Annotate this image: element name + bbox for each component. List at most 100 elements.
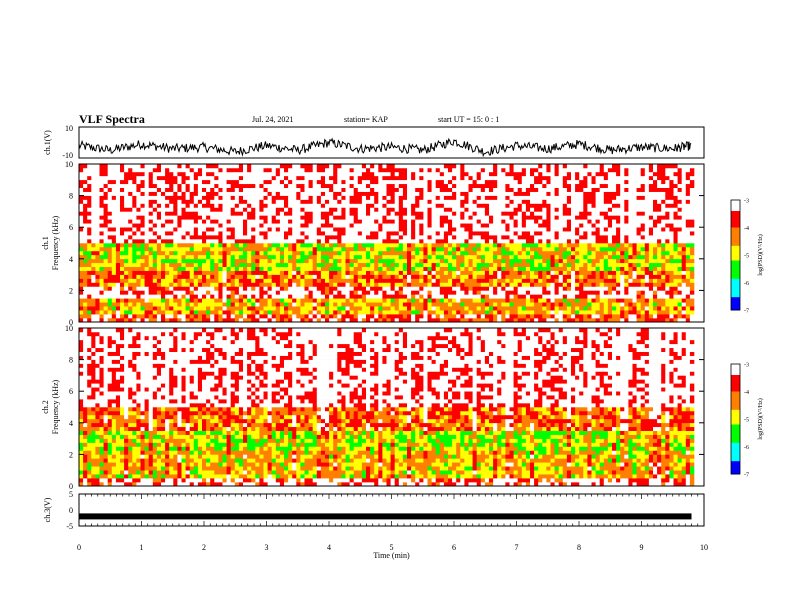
ch1-spectrogram-cell <box>83 179 88 185</box>
ch1-spectrogram-cell <box>542 199 547 204</box>
ch1-spectrogram-cell <box>304 286 309 291</box>
ch1-spectrogram-cell <box>115 235 121 240</box>
ch1-spectrogram-cell <box>374 203 379 208</box>
ch1-spectrogram-cell <box>173 270 178 275</box>
ch1-spectrogram-cell <box>161 302 166 307</box>
ch1-spectrogram-cell <box>169 314 174 319</box>
ch1-spectrogram-cell <box>493 203 498 208</box>
ch1-spectrogram-cell <box>247 262 252 267</box>
ch1-spectrogram-cell <box>583 314 588 319</box>
ch1-spectrogram-cell <box>435 243 441 248</box>
ch1-spectrogram-cell <box>284 306 289 311</box>
ch1-spectrogram-cell <box>230 171 236 177</box>
ch1-spectrogram-cell <box>218 286 223 291</box>
ch1-spectrogram-cell <box>320 243 326 248</box>
ch1-spectrogram-cell <box>193 270 199 275</box>
ch1-spectrogram-cell <box>554 179 559 185</box>
ch1-spectrogram-cell <box>275 211 281 216</box>
ch1-spectrogram-cell <box>156 199 162 204</box>
ch1-spectrogram-cell <box>275 246 281 252</box>
ch1-spectrogram-cell <box>279 314 285 319</box>
ch1-spectrogram-cell <box>320 306 326 311</box>
ch1-spectrogram-cell <box>468 306 473 311</box>
ch1-spectrogram-cell <box>148 262 154 267</box>
ch1-spectrogram-cell <box>476 302 482 307</box>
ch1-spectrogram-cell <box>419 195 424 200</box>
ch1-spectrogram-cell <box>546 195 551 200</box>
ch1-spectrogram-cell <box>423 294 428 299</box>
ch1-spectrogram-cell <box>316 179 322 185</box>
ch1-spectrogram-cell <box>279 195 285 200</box>
ch1-spectrogram-cell <box>476 219 482 224</box>
ch1-spectrogram-cell <box>271 278 277 283</box>
ch1-spectrogram-cell <box>87 175 92 181</box>
ch1-spectrogram-cell <box>349 223 354 228</box>
ch1-spectrogram-cell <box>337 286 342 291</box>
ch1-spectrogram-cell <box>99 215 104 220</box>
ch1-spectrogram-cell <box>505 266 510 271</box>
ch1-spectrogram-cell <box>320 282 326 287</box>
ch1-spectrogram-cell <box>558 227 564 232</box>
ch1-spectrogram-cell <box>394 167 400 173</box>
ch1-spectrogram-cell <box>243 164 248 169</box>
ch1-spectrogram-cell <box>115 223 121 228</box>
ch1-spectrogram-cell <box>374 274 379 279</box>
ch1-spectrogram-cell <box>185 306 190 311</box>
ch1-spectrogram-cell <box>300 310 305 315</box>
ch1-spectrogram-cell <box>366 243 371 248</box>
ch1-spectrogram-cell <box>497 282 502 287</box>
ch1-spectrogram-cell <box>144 262 149 267</box>
ch1-spectrogram-cell <box>493 195 498 200</box>
ch1-spectrogram-cell <box>197 175 203 181</box>
ch1-spectrogram-cell <box>288 290 293 295</box>
ch1-spectrogram-cell <box>230 207 236 212</box>
ch1-spectrogram-cell <box>398 314 404 319</box>
ch1-spectrogram-cell <box>329 191 334 196</box>
ch1-spectrogram-cell <box>431 318 436 323</box>
ch1-spectrogram-cell <box>128 171 133 177</box>
ch1-spectrogram-cell <box>378 235 383 240</box>
ch1-spectrogram-cell <box>493 302 498 307</box>
ch1-spectrogram-cell <box>259 199 264 204</box>
ch1-spectrogram-cell <box>87 187 92 192</box>
ch1-spectrogram-cell <box>292 175 297 181</box>
ch1-spectrogram-cell <box>152 318 158 323</box>
ch1-spectrogram-cell <box>206 250 211 256</box>
ch1-spectrogram-cell <box>566 314 572 319</box>
ch1-spectrogram-cell <box>562 211 568 216</box>
ch1-spectrogram-cell <box>91 282 96 287</box>
ch1-spectrogram-cell <box>554 310 559 315</box>
ch1-spectrogram-cell <box>374 262 379 267</box>
ch1-spectrogram-cell <box>521 302 527 307</box>
ch1-spectrogram-cell <box>505 223 510 228</box>
ch1-spectrogram-cell <box>349 215 354 220</box>
ch1-spectrogram-cell <box>423 314 428 319</box>
ch1-spectrogram-cell <box>402 270 408 275</box>
ch1-spectrogram-cell <box>337 239 342 244</box>
ch1-spectrogram-cell <box>304 278 309 283</box>
ch1-spectrogram-cell <box>197 171 203 177</box>
ch1-spectrogram-cell <box>464 290 469 295</box>
ch1-spectrogram-cell <box>120 203 125 208</box>
ch1-spectrogram-cell <box>452 258 457 264</box>
ch1-spectrogram-cell <box>542 171 547 177</box>
ch1-spectrogram-cell <box>206 215 211 220</box>
ch1-spectrogram-cell <box>99 171 104 177</box>
ch1-spectrogram-cell <box>259 282 264 287</box>
ch1-spectrogram-cell <box>501 286 506 291</box>
ch1-spectrogram-cell <box>472 227 477 232</box>
ch1-spectrogram-cell <box>202 223 207 228</box>
ch1-spectrogram-cell <box>91 179 96 185</box>
ch1-spectrogram-cell <box>501 239 506 244</box>
ch1-spectrogram-cell <box>361 266 367 271</box>
ch1-spectrogram-cell <box>148 254 154 260</box>
ch1-spectrogram-cell <box>214 223 219 228</box>
ch1-spectrogram-cell <box>284 254 289 260</box>
ch1-spectrogram-cell <box>517 282 523 287</box>
ch1-spectrogram-cell <box>370 227 375 232</box>
ch1-spectrogram-cell <box>345 227 350 232</box>
ch1-spectrogram-cell <box>222 274 227 279</box>
ch1-spectrogram-cell <box>161 298 166 303</box>
ch1-spectrogram-cell <box>251 302 256 307</box>
ch1-spectrogram-cell <box>111 191 117 196</box>
